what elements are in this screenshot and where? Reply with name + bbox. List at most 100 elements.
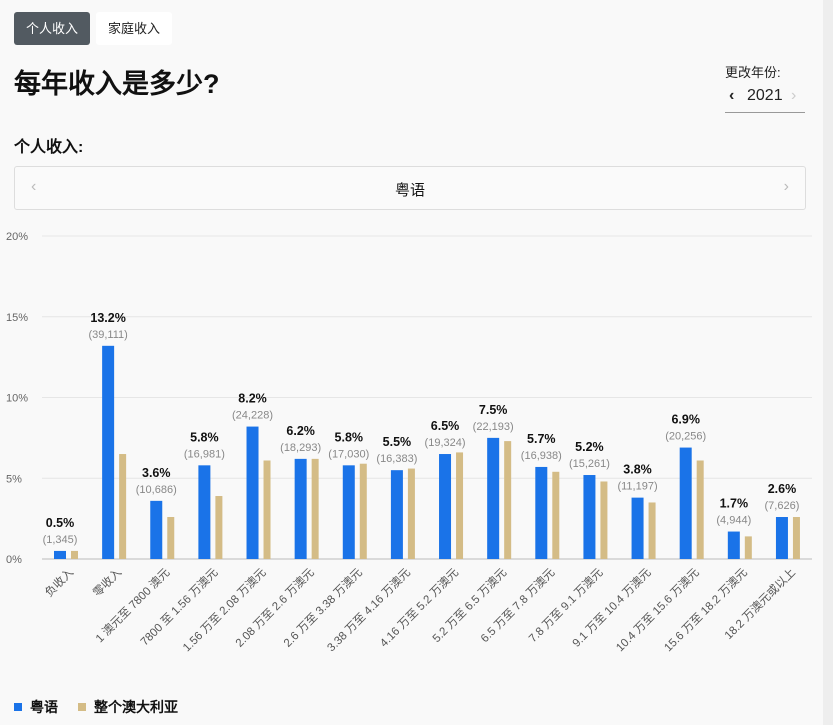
chevron-right-icon[interactable]: ›: [791, 87, 797, 104]
chevron-left-icon[interactable]: ‹: [31, 178, 37, 195]
chevron-right-icon[interactable]: ›: [783, 178, 789, 195]
legend-swatch: [14, 703, 22, 711]
data-label-count: (20,256): [665, 431, 706, 443]
data-label-percent: 3.8%: [623, 463, 652, 477]
data-label-percent: 5.7%: [527, 432, 556, 446]
data-label-percent: 0.5%: [46, 516, 75, 530]
data-label-percent: 5.5%: [383, 435, 412, 449]
bar-cantonese: [727, 531, 740, 559]
data-label-count: (17,030): [328, 448, 369, 460]
data-label-percent: 6.9%: [671, 413, 700, 427]
chevron-left-icon[interactable]: ‹: [729, 87, 735, 104]
bar-cantonese: [775, 517, 788, 559]
data-label-count: (18,293): [280, 442, 321, 454]
bar-australia: [456, 452, 464, 559]
x-tick-label: 4.16 万至 5.2 万澳元: [377, 566, 461, 650]
x-tick-label: 3.38 万至 4.16 万澳元: [325, 566, 414, 655]
bar-australia: [71, 550, 78, 559]
data-label-count: (7,626): [765, 500, 800, 512]
bar-cantonese: [535, 466, 548, 559]
bar-australia: [552, 471, 560, 559]
x-tick-label: 零收入: [90, 565, 125, 600]
bar-australia: [263, 460, 271, 559]
data-label-count: (15,261): [569, 458, 610, 470]
data-label-count: (39,111): [88, 329, 127, 341]
data-label-percent: 6.2%: [286, 424, 315, 438]
bar-australia: [600, 481, 608, 559]
data-label-count: (24,228): [232, 410, 273, 422]
legend-label: 粤语: [30, 699, 58, 715]
data-label-count: (22,193): [473, 421, 514, 433]
x-tick-label: 10.4 万至 15.6 万澳元: [614, 566, 703, 655]
x-tick-label: 15.6 万至 18.2 万澳元: [662, 566, 751, 655]
legend-swatch: [78, 703, 86, 711]
data-label-count: (19,324): [425, 437, 466, 449]
data-label-count: (11,197): [617, 481, 657, 493]
tab-household-income[interactable]: 家庭收入: [96, 12, 173, 45]
data-label-percent: 1.7%: [720, 497, 749, 511]
y-tick-label: 20%: [6, 231, 28, 243]
bar-cantonese: [631, 497, 644, 559]
carousel-value: 粤语: [394, 182, 425, 199]
page-title: 每年收入是多少?: [14, 69, 220, 99]
data-label-percent: 5.8%: [335, 430, 364, 444]
bar-cantonese: [342, 465, 355, 559]
x-tick-label: 负收入: [42, 565, 77, 600]
bar-australia: [504, 441, 512, 559]
bar-cantonese: [679, 447, 692, 559]
x-tick-label: 2.08 万至 2.6 万澳元: [233, 566, 317, 650]
y-tick-label: 0%: [6, 554, 22, 566]
x-tick-label: 2.6 万至 3.38 万澳元: [281, 566, 365, 650]
data-label-percent: 13.2%: [90, 311, 125, 325]
legend-label: 整个澳大利亚: [94, 699, 178, 715]
year-selector-label: 更改年份:: [725, 65, 781, 80]
data-label-count: (10,686): [136, 484, 177, 496]
section-subtitle: 个人收入:: [14, 139, 84, 156]
bar-australia: [215, 496, 223, 559]
y-tick-label: 5%: [6, 473, 22, 485]
bar-cantonese: [198, 465, 211, 559]
bar-cantonese: [487, 437, 500, 559]
data-label-count: (16,938): [521, 450, 562, 462]
tab-personal-income[interactable]: 个人收入: [14, 12, 91, 45]
bar-australia: [119, 454, 127, 559]
year-value: 2021: [747, 87, 783, 104]
x-tick-label: 7800 至 1.56 万澳元: [138, 566, 221, 649]
bar-cantonese: [390, 470, 403, 559]
legend-item-australia: 整个澳大利亚: [78, 697, 178, 717]
scrollbar[interactable]: [823, 0, 833, 725]
data-label-percent: 5.8%: [190, 430, 219, 444]
y-tick-label: 15%: [6, 312, 28, 324]
data-label-percent: 2.6%: [768, 482, 797, 496]
bar-australia: [648, 502, 656, 559]
data-label-count: (1,345): [43, 534, 78, 546]
bar-australia: [359, 463, 367, 559]
language-carousel: ‹ 粤语 ›: [14, 166, 806, 210]
bar-cantonese: [439, 454, 452, 559]
bar-australia: [407, 468, 415, 559]
data-label-count: (4,944): [716, 515, 751, 527]
x-tick-label: 1.56 万至 2.08 万澳元: [180, 566, 269, 655]
y-tick-label: 10%: [6, 393, 28, 405]
bar-australia: [744, 536, 752, 559]
x-tick-label: 9.1 万至 10.4 万澳元: [570, 566, 654, 650]
data-label-percent: 3.6%: [142, 466, 171, 480]
data-label-percent: 5.2%: [575, 440, 604, 454]
bar-cantonese: [583, 475, 596, 559]
bar-australia: [167, 517, 175, 559]
bar-cantonese: [246, 426, 259, 559]
bar-australia: [311, 458, 319, 559]
year-selector[interactable]: ‹ 2021 ›: [725, 84, 805, 113]
bar-cantonese: [150, 500, 163, 559]
data-label-percent: 6.5%: [431, 419, 460, 433]
legend-item-cantonese: 粤语: [14, 697, 58, 717]
bar-australia: [792, 517, 800, 559]
data-label-percent: 8.2%: [238, 392, 267, 406]
data-label-percent: 7.5%: [479, 403, 508, 417]
bar-australia: [696, 460, 704, 559]
bar-cantonese: [54, 550, 66, 559]
bar-cantonese: [102, 345, 115, 559]
data-label-count: (16,383): [376, 453, 417, 465]
data-label-count: (16,981): [184, 448, 225, 460]
